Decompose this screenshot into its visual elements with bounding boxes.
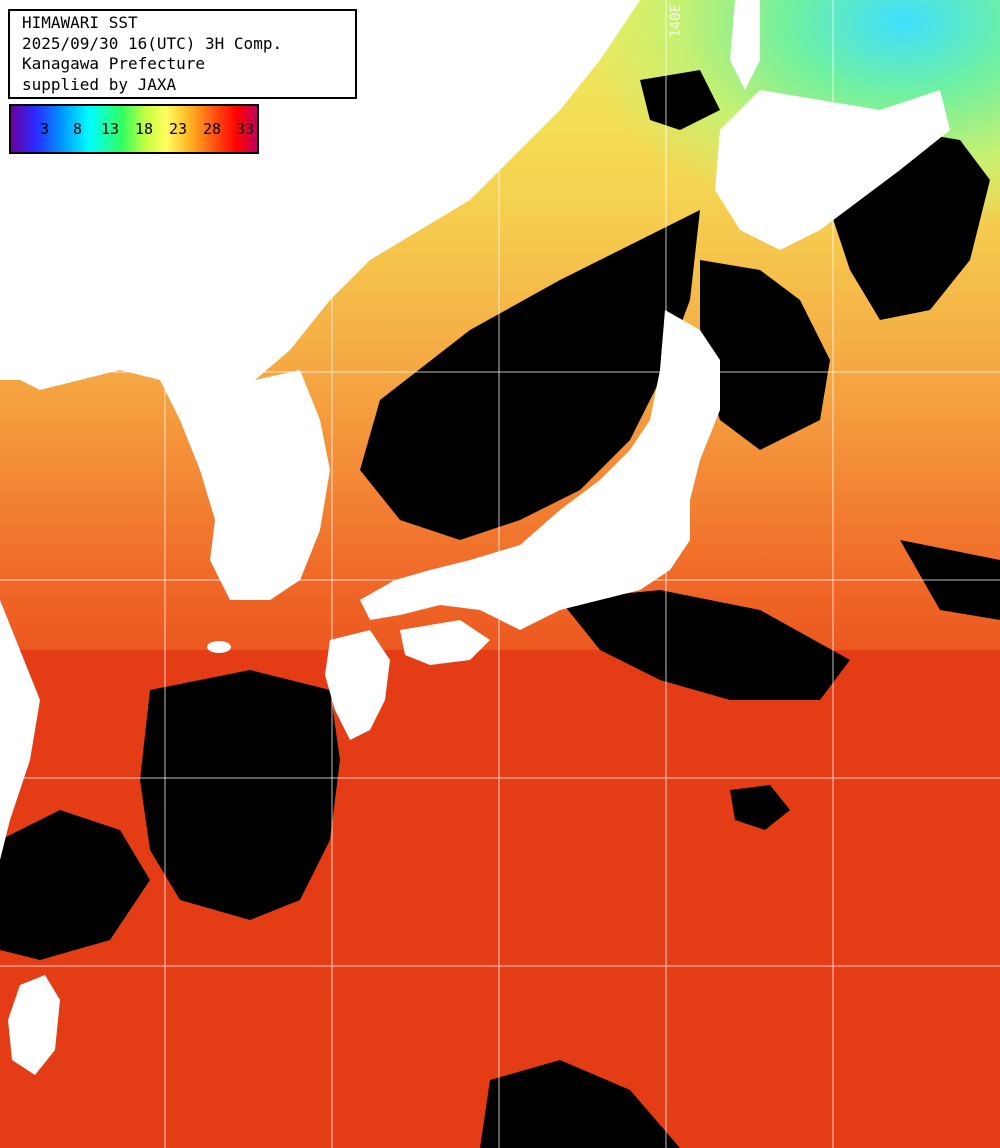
land-jeju bbox=[207, 641, 231, 653]
land-shikoku bbox=[400, 620, 490, 665]
land-honshu bbox=[360, 310, 720, 630]
lat-label-30n: 30N bbox=[14, 352, 40, 368]
legend-tick: 8 bbox=[73, 120, 83, 138]
info-supplier: supplied by JAXA bbox=[22, 74, 177, 94]
info-datetime: 2025/09/30 16(UTC) 3H Comp. bbox=[22, 33, 283, 53]
land-china-coast bbox=[0, 600, 40, 860]
legend-tick: 3 bbox=[40, 120, 50, 138]
land-taiwan bbox=[8, 975, 60, 1075]
info-title: HIMAWARI SST bbox=[22, 13, 138, 32]
legend-tick: 13 bbox=[101, 120, 120, 138]
info-region: Kanagawa Prefecture bbox=[22, 54, 206, 73]
legend-tick: 23 bbox=[169, 120, 188, 138]
legend-tick: 28 bbox=[203, 120, 222, 138]
info-box: HIMAWARI SST 2025/09/30 16(UTC) 3H Comp.… bbox=[8, 9, 357, 99]
land-sakhalin bbox=[730, 0, 760, 90]
land-korea bbox=[215, 370, 330, 600]
legend-tick: 33 bbox=[236, 120, 255, 138]
lon-label-140e: 140E bbox=[668, 4, 684, 38]
color-scale-legend: 3 8 13 18 23 28 33 bbox=[9, 104, 259, 154]
land-kyushu bbox=[325, 630, 390, 740]
legend-tick: 18 bbox=[135, 120, 154, 138]
